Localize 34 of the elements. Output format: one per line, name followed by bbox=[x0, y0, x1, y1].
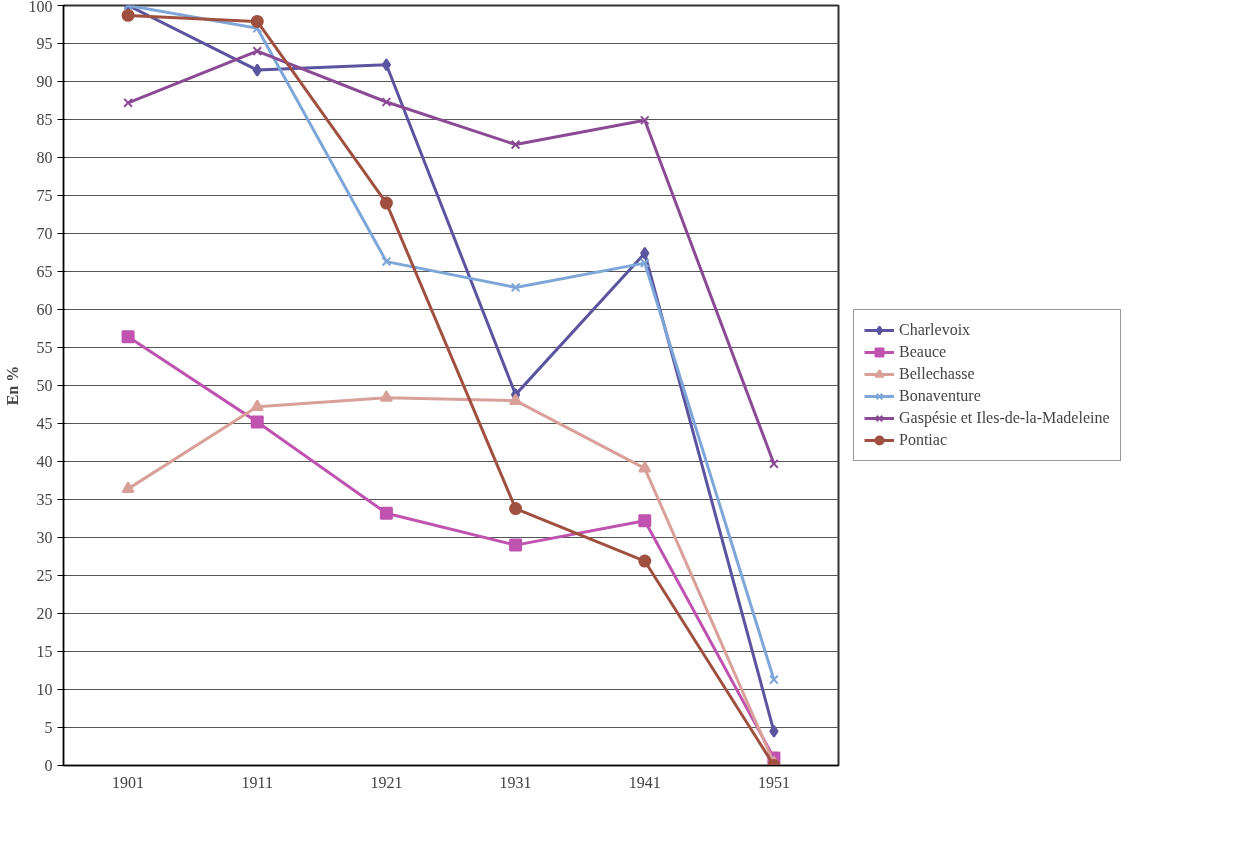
y-tick-label: 10 bbox=[36, 681, 53, 698]
y-tick-label: 80 bbox=[36, 149, 53, 166]
y-tick-label: 30 bbox=[36, 529, 53, 546]
legend-label: Bellechasse bbox=[899, 365, 975, 383]
x-tick-label: 1941 bbox=[628, 773, 661, 791]
y-tick-label: 70 bbox=[36, 225, 53, 242]
y-tick-label: 15 bbox=[36, 643, 53, 660]
x-tick-label: 1901 bbox=[112, 773, 145, 791]
y-tick-label: 0 bbox=[44, 757, 53, 774]
y-axis-title: En % bbox=[3, 365, 21, 406]
legend-label: Beauce bbox=[899, 343, 947, 361]
x-tick-label: 1911 bbox=[241, 773, 273, 791]
y-tick-label: 75 bbox=[36, 187, 53, 204]
y-tick-label: 95 bbox=[36, 35, 53, 52]
y-tick-label: 90 bbox=[36, 73, 53, 90]
y-tick-label: 55 bbox=[36, 339, 53, 356]
y-tick-label: 85 bbox=[36, 111, 53, 128]
y-tick-label: 20 bbox=[36, 605, 53, 622]
legend-label: Pontiac bbox=[899, 431, 947, 449]
legend-label: Charlevoix bbox=[899, 321, 971, 339]
y-tick-label: 25 bbox=[36, 567, 53, 584]
y-tick-label: 65 bbox=[36, 263, 53, 280]
x-tick-label: 1951 bbox=[757, 773, 790, 791]
y-tick-label: 45 bbox=[36, 415, 53, 432]
legend-label: Bonaventure bbox=[899, 387, 981, 405]
y-tick-label: 100 bbox=[28, 0, 53, 15]
x-tick-label: 1921 bbox=[370, 773, 403, 791]
legend-label: Gaspésie et Iles-de-la-Madeleine bbox=[899, 409, 1110, 427]
y-tick-label: 40 bbox=[36, 453, 53, 470]
y-tick-label: 50 bbox=[36, 377, 53, 394]
y-tick-label: 35 bbox=[36, 491, 53, 508]
y-tick-label: 60 bbox=[36, 301, 53, 318]
x-tick-label: 1931 bbox=[499, 773, 532, 791]
y-tick-label: 5 bbox=[44, 719, 53, 736]
